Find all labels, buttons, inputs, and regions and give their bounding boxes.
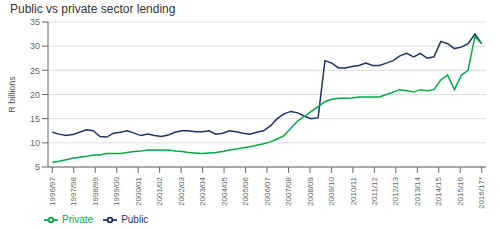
svg-text:2007/08: 2007/08	[284, 176, 293, 205]
svg-text:2010/11: 2010/11	[349, 176, 358, 205]
svg-text:2000/01: 2000/01	[134, 176, 143, 205]
svg-text:2002/03: 2002/03	[177, 176, 186, 205]
svg-text:2005/06: 2005/06	[241, 176, 250, 205]
svg-text:30: 30	[30, 41, 40, 51]
svg-text:1998/99: 1998/99	[91, 176, 100, 205]
svg-text:2013/14: 2013/14	[413, 176, 422, 205]
svg-text:2012/13: 2012/13	[392, 176, 401, 205]
svg-text:1996/97: 1996/97	[48, 176, 57, 205]
svg-text:2014/15: 2014/15	[434, 176, 443, 205]
svg-text:10: 10	[30, 138, 40, 148]
svg-text:2009/10: 2009/10	[327, 176, 336, 205]
svg-text:2008/09: 2008/09	[306, 176, 315, 205]
html-text:Public vs private sector lendi: Public vs private sector lending	[10, 2, 176, 16]
svg-text:1999/00: 1999/00	[112, 176, 121, 205]
svg-text:15: 15	[30, 114, 40, 124]
svg-text:2016/17*: 2016/17*	[477, 177, 486, 209]
svg-text:20: 20	[30, 90, 40, 100]
html-text:Public: Public	[121, 213, 149, 225]
svg-text:R billions: R billions	[8, 76, 17, 113]
svg-text:2003/04: 2003/04	[198, 176, 207, 205]
svg-text:5: 5	[35, 162, 40, 172]
svg-text:2006/07: 2006/07	[263, 176, 272, 205]
html-text:Private: Private	[62, 213, 94, 225]
svg-text:1997/98: 1997/98	[69, 176, 78, 205]
svg-text:2011/12: 2011/12	[370, 176, 379, 205]
svg-text:35: 35	[30, 18, 40, 27]
svg-text:2015/16: 2015/16	[456, 176, 465, 205]
svg-text:25: 25	[30, 66, 40, 76]
svg-text:2001/02: 2001/02	[155, 176, 164, 205]
svg-text:2004/05: 2004/05	[220, 176, 229, 205]
